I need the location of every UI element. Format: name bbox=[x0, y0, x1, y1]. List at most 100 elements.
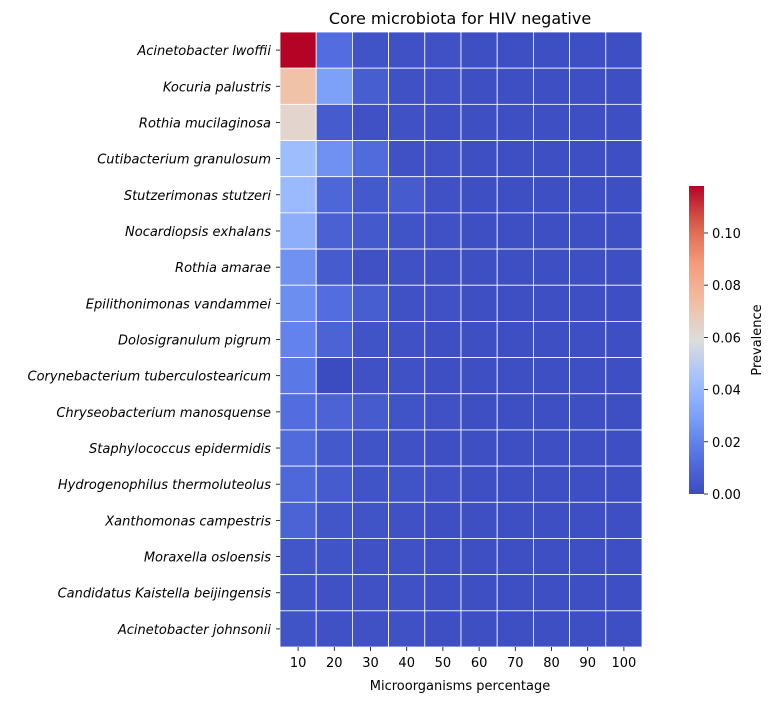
heatmap-cell bbox=[496, 393, 534, 431]
heatmap-cell bbox=[533, 140, 571, 178]
heatmap-cell bbox=[605, 248, 643, 286]
heatmap-cell bbox=[279, 284, 317, 322]
heatmap-cell bbox=[388, 140, 426, 178]
colorbar-gradient bbox=[689, 186, 704, 494]
heatmap-cell bbox=[351, 538, 389, 576]
heatmap-cell bbox=[533, 610, 571, 648]
heatmap-cell bbox=[424, 393, 462, 431]
y-tick-label: Stutzerimonas stutzeri bbox=[124, 189, 272, 204]
y-tick-labels: Acinetobacter lwoffii Kocuria palustris Ro… bbox=[28, 44, 280, 638]
heatmap-cell bbox=[496, 610, 534, 648]
heatmap-cell bbox=[388, 212, 426, 250]
colorbar-tick-label: 0.04 bbox=[712, 384, 741, 399]
heatmap-cell bbox=[569, 176, 607, 214]
heatmap-cell bbox=[605, 501, 643, 539]
heatmap-cell bbox=[424, 429, 462, 467]
heatmap-cell bbox=[279, 212, 317, 250]
heatmap-cell bbox=[460, 284, 498, 322]
heatmap-cell bbox=[605, 321, 643, 358]
colorbar: 0.00 0.02 0.04 0.06 0.08 0.10 Prevalence bbox=[689, 186, 765, 503]
heatmap-cell bbox=[279, 465, 317, 503]
x-tick-label: 90 bbox=[579, 656, 596, 671]
y-tick-label: Candidatus Kaistella beijingensis bbox=[58, 587, 272, 602]
heatmap-cell bbox=[315, 248, 353, 286]
heatmap-cell bbox=[388, 103, 426, 141]
heatmap-cell bbox=[569, 574, 607, 612]
heatmap-cell bbox=[351, 465, 389, 503]
heatmap-cell bbox=[533, 574, 571, 612]
heatmap-cell bbox=[496, 248, 534, 286]
heatmap-cell bbox=[351, 501, 389, 539]
heatmap-cell bbox=[605, 140, 643, 178]
heatmap-cell bbox=[424, 284, 462, 322]
x-tick-labels: 10 20 30 40 50 60 70 80 90 100 bbox=[290, 647, 636, 671]
heatmap-cell bbox=[533, 248, 571, 286]
heatmap-cell bbox=[605, 610, 643, 648]
heatmap-cell bbox=[279, 610, 317, 648]
heatmap-cell bbox=[569, 393, 607, 431]
heatmap-cell bbox=[496, 574, 534, 612]
heatmap-cell bbox=[569, 357, 607, 395]
x-axis-label: Microorganisms percentage bbox=[370, 679, 550, 694]
heatmap-cell bbox=[460, 212, 498, 250]
heatmap-cell bbox=[315, 574, 353, 612]
heatmap-cells bbox=[279, 31, 643, 648]
heatmap-cell bbox=[460, 248, 498, 286]
heatmap-cell bbox=[460, 574, 498, 612]
heatmap-cell bbox=[496, 176, 534, 214]
heatmap-cell bbox=[496, 321, 534, 358]
heatmap-cell bbox=[605, 465, 643, 503]
heatmap-cell bbox=[569, 610, 607, 648]
heatmap-cell bbox=[315, 465, 353, 503]
heatmap-cell bbox=[496, 140, 534, 178]
x-tick-label: 70 bbox=[507, 656, 524, 671]
heatmap-cell bbox=[424, 248, 462, 286]
heatmap-cell bbox=[533, 284, 571, 322]
heatmap-cell bbox=[496, 67, 534, 105]
colorbar-tick-label: 0.10 bbox=[712, 227, 741, 242]
heatmap-cell bbox=[533, 465, 571, 503]
heatmap-cell bbox=[351, 140, 389, 178]
heatmap-cell bbox=[351, 574, 389, 612]
heatmap-cell bbox=[460, 465, 498, 503]
heatmap-cell bbox=[351, 103, 389, 141]
colorbar-label: Prevalence bbox=[750, 304, 765, 375]
heatmap-cell bbox=[424, 67, 462, 105]
heatmap-cell bbox=[605, 31, 643, 69]
heatmap-cell bbox=[605, 67, 643, 105]
heatmap-cell bbox=[605, 176, 643, 214]
heatmap-cell bbox=[315, 501, 353, 539]
heatmap-cell bbox=[424, 103, 462, 141]
heatmap-cell bbox=[424, 574, 462, 612]
heatmap-cell bbox=[388, 176, 426, 214]
heatmap-cell bbox=[569, 321, 607, 358]
heatmap-cell bbox=[279, 140, 317, 178]
heatmap-cell bbox=[351, 393, 389, 431]
heatmap-cell bbox=[605, 103, 643, 141]
heatmap-cell bbox=[315, 538, 353, 576]
heatmap-cell bbox=[351, 284, 389, 322]
y-tick-label: Kocuria palustris bbox=[163, 80, 271, 95]
heatmap-cell bbox=[569, 248, 607, 286]
heatmap-cell bbox=[388, 357, 426, 395]
heatmap-cell bbox=[388, 429, 426, 467]
heatmap-cell bbox=[388, 31, 426, 69]
y-tick-label: Cutibacterium granulosum bbox=[97, 153, 271, 168]
heatmap-cell bbox=[460, 610, 498, 648]
heatmap-cell bbox=[569, 103, 607, 141]
heatmap-cell bbox=[279, 574, 317, 612]
x-tick-label: 40 bbox=[398, 656, 415, 671]
heatmap-cell bbox=[496, 429, 534, 467]
heatmap-cell bbox=[533, 393, 571, 431]
heatmap-cell bbox=[315, 176, 353, 214]
x-tick-label: 10 bbox=[290, 656, 307, 671]
y-tick-label: Rothia mucilaginosa bbox=[139, 116, 271, 131]
heatmap-cell bbox=[388, 574, 426, 612]
heatmap-cell bbox=[388, 67, 426, 105]
heatmap-cell bbox=[279, 103, 317, 141]
heatmap-cell bbox=[315, 67, 353, 105]
heatmap-cell bbox=[351, 610, 389, 648]
heatmap-cell bbox=[605, 284, 643, 322]
heatmap-cell bbox=[279, 393, 317, 431]
heatmap-cell bbox=[533, 357, 571, 395]
